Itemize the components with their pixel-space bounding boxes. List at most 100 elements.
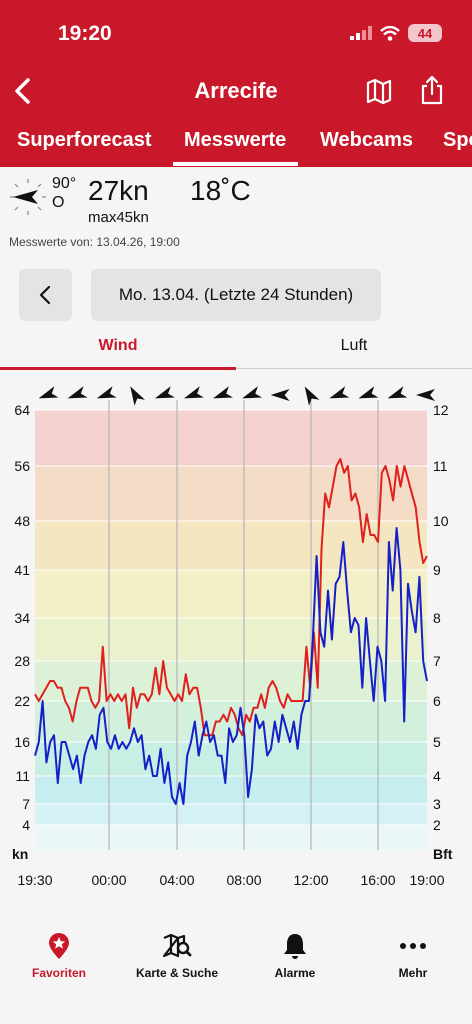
y-tick-right: 12 (433, 402, 449, 418)
wind-direction-arrow-icon (242, 386, 263, 399)
wind-speed: 27kn (88, 175, 149, 206)
active-tab-indicator (173, 162, 298, 166)
y-tick-right: 5 (433, 734, 441, 750)
chart-band-8 (35, 776, 427, 804)
map-icon[interactable] (365, 76, 393, 106)
tabbar-karte-suche[interactable]: Karte & Suche (118, 932, 236, 980)
previous-day-button[interactable] (19, 269, 72, 321)
date-selector-button[interactable]: Mo. 13.04. (Letzte 24 Stunden) (91, 269, 381, 321)
share-icon[interactable] (418, 74, 446, 106)
left-unit-label: kn (12, 846, 28, 862)
chart-band-10 (35, 825, 427, 850)
y-tick-left: 34 (14, 610, 30, 626)
wind-direction-arrow-icon (329, 386, 350, 399)
wind-direction-arrow-icon (270, 389, 290, 401)
x-tick-label: 19:00 (409, 872, 444, 888)
chart-band-9 (35, 804, 427, 825)
chart-band-7 (35, 742, 427, 776)
chevron-left-icon (39, 285, 51, 305)
x-tick-label: 08:00 (226, 872, 261, 888)
wind-direction-arrow-icon (304, 386, 320, 406)
y-tick-left: 64 (14, 402, 30, 418)
y-tick-left: 11 (15, 768, 30, 784)
tab-webcams[interactable]: Webcams (320, 129, 414, 151)
wind-direction-arrow-icon (67, 386, 88, 399)
tabbar-favoriten-label: Favoriten (31, 966, 86, 980)
tab-spots[interactable]: Spo (443, 129, 472, 151)
wind-direction-arrow-icon (154, 386, 175, 399)
app-header: 19:20 44 Arrecife Superforecast Messwert… (0, 0, 472, 167)
y-tick-left: 16 (14, 734, 30, 750)
page-title: Arrecife (194, 78, 278, 103)
more-dots-icon (400, 943, 426, 949)
y-tick-right: 6 (433, 693, 441, 709)
segment-luft[interactable]: Luft (340, 337, 368, 354)
x-tick-label: 12:00 (293, 872, 328, 888)
tab-bar: Superforecast Messwerte Webcams Spo (0, 126, 472, 167)
status-icons: 44 (350, 24, 442, 42)
y-tick-left: 4 (22, 817, 30, 833)
measured-timestamp: Messwerte von: 13.04.26, 19:00 (9, 235, 180, 249)
chart-band-4 (35, 618, 427, 661)
tabbar-karte-label: Karte & Suche (135, 966, 219, 980)
x-tick-label: 19:30 (17, 872, 52, 888)
wind-direction-compass-icon (10, 179, 46, 215)
wind-direction-label: O (52, 194, 65, 211)
chart-band-2 (35, 521, 427, 570)
signal-icon (350, 26, 372, 40)
y-tick-right: 8 (433, 610, 441, 626)
chart-band-1 (35, 466, 427, 521)
bell-icon (284, 934, 306, 959)
y-tick-left: 28 (14, 653, 30, 669)
y-tick-left: 22 (14, 693, 30, 709)
y-tick-right: 7 (433, 653, 441, 669)
wind-direction-arrow-icon (387, 386, 408, 399)
wind-chart: 64 56 48 41 34 28 22 16 11 7 4 12 11 10 9 8 7 6 5 4 3 2 kn Bft 1… (12, 386, 453, 888)
wifi-icon (380, 25, 400, 41)
tabbar-alarme-label: Alarme (274, 966, 316, 980)
y-tick-right: 11 (433, 458, 448, 474)
wind-direction-arrow-icon (416, 389, 435, 401)
chart-band-0 (35, 410, 427, 466)
wind-direction-arrow-icon (130, 386, 145, 406)
y-tick-left: 48 (14, 513, 30, 529)
wind-direction-arrow-icon (213, 386, 233, 399)
y-tick-right: 3 (433, 796, 441, 812)
bottom-tab-bar: Favoriten Karte & Suche Alarme Mehr (0, 920, 472, 1024)
tab-messwerte[interactable]: Messwerte (184, 129, 287, 151)
tabbar-mehr-label: Mehr (398, 966, 428, 980)
air-temperature: 18˚C (190, 175, 251, 206)
wind-direction-degrees: 90° (52, 175, 77, 192)
y-tick-left: 7 (22, 796, 30, 812)
chart-band-5 (35, 661, 427, 701)
back-icon[interactable] (8, 74, 38, 108)
y-tick-right: 4 (433, 768, 441, 784)
wind-direction-arrow-icon (183, 386, 204, 399)
tab-superforecast[interactable]: Superforecast (17, 129, 152, 151)
wind-max: max45kn (88, 209, 149, 226)
wind-direction-arrow-icon (96, 386, 117, 399)
y-tick-left: 56 (14, 458, 30, 474)
gust-series-line (34, 458, 428, 737)
segment-wind[interactable]: Wind (98, 337, 138, 354)
battery-indicator: 44 (408, 24, 442, 42)
tabbar-mehr[interactable]: Mehr (354, 932, 472, 980)
chart-band-3 (35, 570, 427, 618)
y-tick-right: 2 (433, 817, 441, 833)
mean-series-line (34, 527, 428, 805)
y-tick-right: 10 (433, 513, 449, 529)
tabbar-alarme[interactable]: Alarme (236, 932, 354, 980)
wind-direction-arrow-icon (358, 386, 379, 399)
tabbar-favoriten[interactable]: Favoriten (0, 932, 118, 980)
y-tick-left: 41 (14, 562, 30, 578)
favorites-pin-icon (49, 933, 69, 959)
segment-divider (236, 368, 472, 369)
map-search-icon (162, 933, 192, 958)
wind-direction-arrow-icon (38, 386, 59, 399)
x-tick-label: 04:00 (159, 872, 194, 888)
current-conditions: 90° O 27kn max45kn 18˚C Messwerte von: 1… (0, 167, 472, 257)
segment-active-indicator (0, 367, 236, 370)
right-unit-label: Bft (433, 846, 453, 862)
y-tick-right: 9 (433, 562, 441, 578)
status-time: 19:20 (58, 22, 112, 45)
